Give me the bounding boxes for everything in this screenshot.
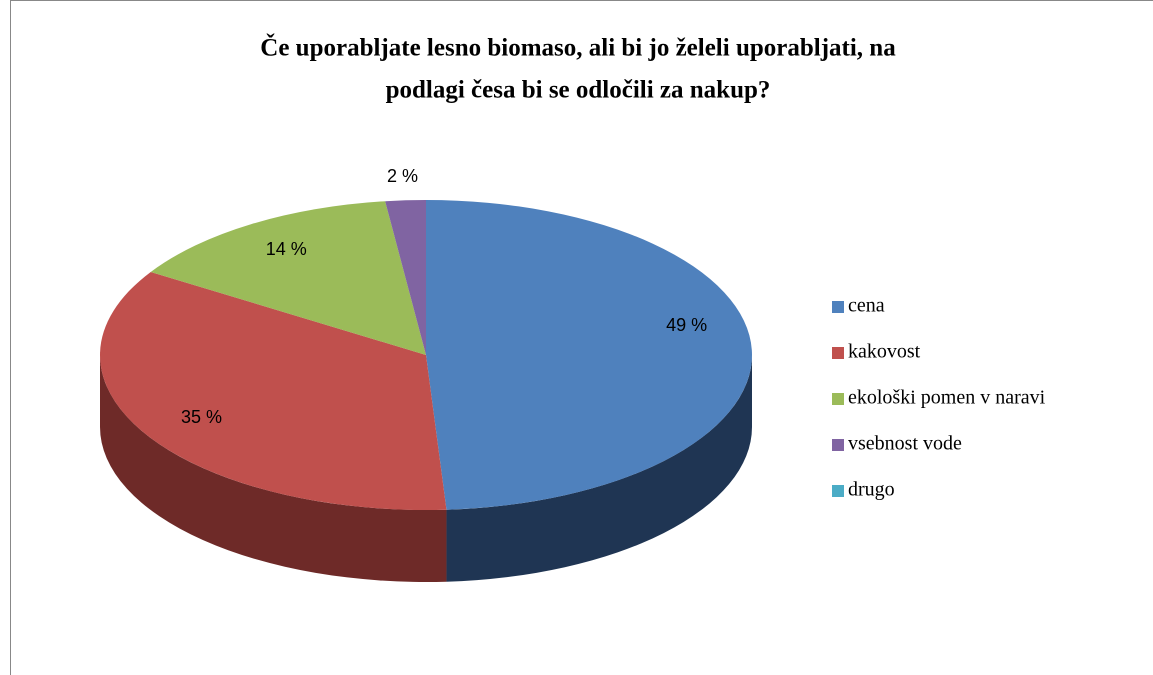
pie-slice [150, 201, 427, 355]
legend-swatch [832, 301, 844, 313]
chart-title: podlagi česa bi se odločili za nakup? [386, 77, 771, 104]
pie-side [100, 355, 447, 582]
legend-swatch [832, 439, 844, 451]
legend-label: drugo [848, 479, 895, 501]
legend-label: ekološki pomen v naravi [848, 387, 1046, 409]
data-label: 49 % [666, 315, 707, 335]
pie-slice [426, 200, 753, 510]
legend-swatch [832, 347, 844, 359]
legend-swatch [832, 485, 844, 497]
data-label: 35 % [181, 407, 222, 427]
pie-side [446, 355, 752, 582]
chart-title: Če uporabljate lesno biomaso, ali bi jo … [260, 33, 896, 62]
legend-label: kakovost [848, 341, 921, 363]
legend-label: vsebnost vode [848, 433, 962, 455]
legend-swatch [832, 393, 844, 405]
data-label: 2 % [387, 166, 418, 186]
data-label: 14 % [266, 239, 307, 259]
pie-slice [99, 271, 447, 510]
legend-label: cena [848, 295, 885, 317]
pie-slice [385, 200, 426, 355]
